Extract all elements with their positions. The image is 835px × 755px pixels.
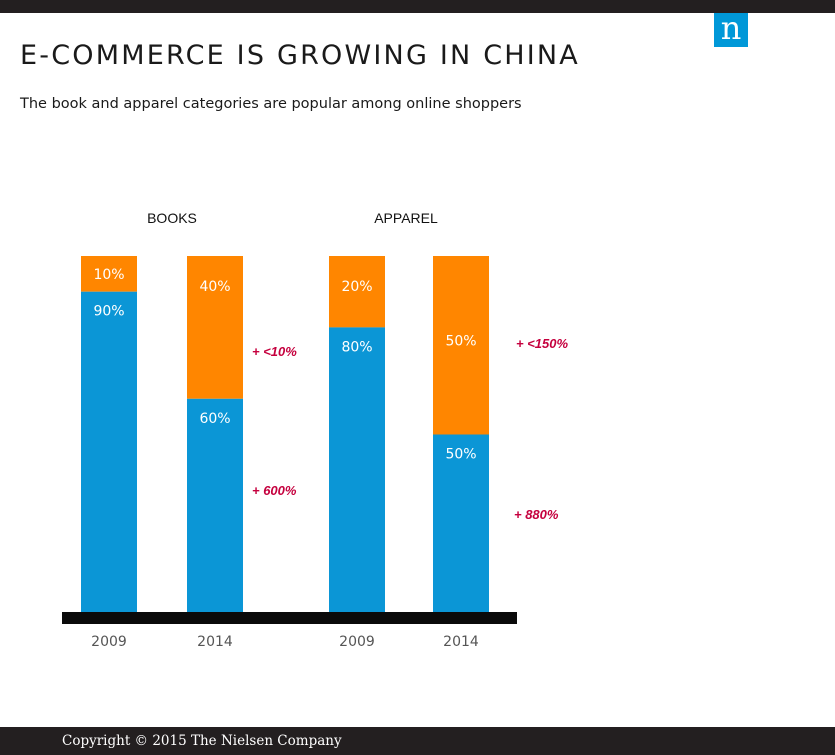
data-label-books-2014-offline: 60%: [199, 411, 230, 427]
bar-segment-books-2009-online: [81, 256, 137, 292]
x-tick-label-books-2009: 2009: [91, 634, 127, 650]
x-tick-label-apparel-2014: 2014: [443, 634, 479, 650]
top-bar: [0, 0, 835, 13]
growth-label-apparel-offline: + 880%: [514, 507, 559, 522]
x-tick-label-apparel-2009: 2009: [339, 634, 375, 650]
bar-segment-books-2009-offline: [81, 291, 137, 613]
growth-label-books-online: + <10%: [252, 344, 297, 359]
group-label-apparel: APPAREL: [374, 210, 438, 226]
page-subtitle: The book and apparel categories are popu…: [20, 96, 522, 112]
data-label-apparel-2009-online: 20%: [341, 279, 372, 295]
copyright-text: Copyright © 2015 The Nielsen Company: [62, 733, 342, 749]
bar-segment-apparel-2014-online: [433, 256, 489, 435]
nielsen-logo: n: [714, 12, 748, 47]
data-label-books-2009-online: 10%: [93, 267, 124, 283]
growth-label-apparel-online: + <150%: [516, 336, 568, 351]
growth-label-books-offline: + 600%: [252, 483, 297, 498]
bar-segment-apparel-2009-online: [329, 256, 385, 328]
data-label-apparel-2014-offline: 50%: [445, 447, 476, 463]
data-label-apparel-2014-online: 50%: [445, 333, 476, 349]
x-tick-label-books-2014: 2014: [197, 634, 233, 650]
bar-segment-books-2014-offline: [187, 398, 243, 613]
bar-segment-apparel-2009-offline: [329, 327, 385, 613]
data-label-books-2014-online: 40%: [199, 279, 230, 295]
group-label-books: BOOKS: [147, 210, 197, 226]
bar-segment-apparel-2014-offline: [433, 434, 489, 613]
page-title: E-COMMERCE IS GROWING IN CHINA: [20, 40, 580, 71]
footer-bar: Copyright © 2015 The Nielsen Company: [0, 727, 835, 755]
bar-segment-books-2014-online: [187, 256, 243, 399]
chart-baseline: [62, 612, 517, 624]
data-label-books-2009-offline: 90%: [93, 304, 124, 320]
data-label-apparel-2009-offline: 80%: [341, 339, 372, 355]
